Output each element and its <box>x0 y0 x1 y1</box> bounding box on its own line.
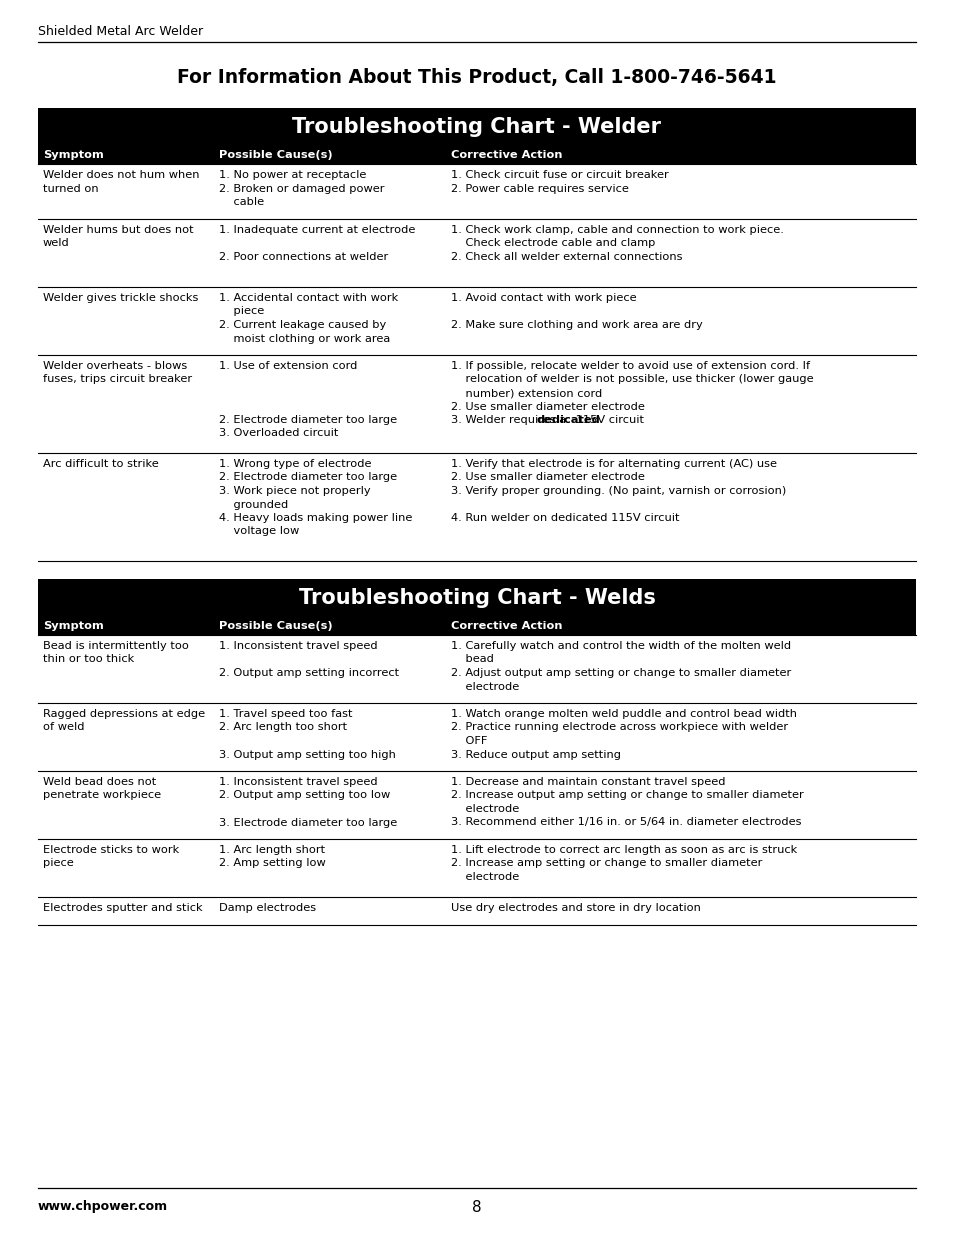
Text: Use dry electrodes and store in dry location: Use dry electrodes and store in dry loca… <box>451 903 700 913</box>
Text: Welder hums but does not: Welder hums but does not <box>43 225 193 235</box>
Text: 2. Adjust output amp setting or change to smaller diameter: 2. Adjust output amp setting or change t… <box>451 668 791 678</box>
Text: electrode: electrode <box>451 682 519 692</box>
Text: Troubleshooting Chart - Welds: Troubleshooting Chart - Welds <box>298 588 655 608</box>
Bar <box>38 144 915 164</box>
Text: dedicated: dedicated <box>536 415 599 425</box>
Text: Shielded Metal Arc Welder: Shielded Metal Arc Welder <box>38 25 203 38</box>
Text: 2. Increase output amp setting or change to smaller diameter: 2. Increase output amp setting or change… <box>451 790 803 800</box>
Text: 3. Verify proper grounding. (No paint, varnish or corrosion): 3. Verify proper grounding. (No paint, v… <box>451 487 785 496</box>
Text: Ragged depressions at edge: Ragged depressions at edge <box>43 709 205 719</box>
Text: For Information About This Product, Call 1-800-746-5641: For Information About This Product, Call… <box>177 68 776 86</box>
Bar <box>38 107 915 144</box>
Text: electrode: electrode <box>451 872 519 882</box>
Text: 2. Output amp setting incorrect: 2. Output amp setting incorrect <box>218 668 398 678</box>
Text: Check electrode cable and clamp: Check electrode cable and clamp <box>451 238 655 248</box>
Text: penetrate workpiece: penetrate workpiece <box>43 790 161 800</box>
Text: 1. Watch orange molten weld puddle and control bead width: 1. Watch orange molten weld puddle and c… <box>451 709 797 719</box>
Text: 2. Amp setting low: 2. Amp setting low <box>218 858 325 868</box>
Text: cable: cable <box>218 198 263 207</box>
Text: 2. Arc length too short: 2. Arc length too short <box>218 722 346 732</box>
Text: 2. Use smaller diameter electrode: 2. Use smaller diameter electrode <box>451 401 644 411</box>
Text: Welder does not hum when: Welder does not hum when <box>43 170 199 180</box>
Text: 2. Power cable requires service: 2. Power cable requires service <box>451 184 628 194</box>
Text: 2. Poor connections at welder: 2. Poor connections at welder <box>218 252 388 262</box>
Text: moist clothing or work area: moist clothing or work area <box>218 333 390 343</box>
Text: 2. Broken or damaged power: 2. Broken or damaged power <box>218 184 384 194</box>
Text: Welder overheats - blows: Welder overheats - blows <box>43 361 187 370</box>
Text: electrode: electrode <box>451 804 519 814</box>
Text: 1. Inadequate current at electrode: 1. Inadequate current at electrode <box>218 225 415 235</box>
Text: Weld bead does not: Weld bead does not <box>43 777 156 787</box>
Text: 1. Inconsistent travel speed: 1. Inconsistent travel speed <box>218 777 376 787</box>
Text: Electrodes sputter and stick: Electrodes sputter and stick <box>43 903 202 913</box>
Text: 1. Check work clamp, cable and connection to work piece.: 1. Check work clamp, cable and connectio… <box>451 225 783 235</box>
Bar <box>38 579 915 615</box>
Text: 2. Increase amp setting or change to smaller diameter: 2. Increase amp setting or change to sma… <box>451 858 761 868</box>
Text: 1. Arc length short: 1. Arc length short <box>218 845 324 855</box>
Text: 2. Use smaller diameter electrode: 2. Use smaller diameter electrode <box>451 473 644 483</box>
Text: 1. Avoid contact with work piece: 1. Avoid contact with work piece <box>451 293 637 303</box>
Text: Electrode sticks to work: Electrode sticks to work <box>43 845 179 855</box>
Text: 2. Output amp setting too low: 2. Output amp setting too low <box>218 790 390 800</box>
Text: turned on: turned on <box>43 184 98 194</box>
Text: 3. Reduce output amp setting: 3. Reduce output amp setting <box>451 750 620 760</box>
Text: 1. Inconsistent travel speed: 1. Inconsistent travel speed <box>218 641 376 651</box>
Text: Possible Cause(s): Possible Cause(s) <box>218 149 332 161</box>
Text: Symptom: Symptom <box>43 149 104 161</box>
Text: Corrective Action: Corrective Action <box>451 621 562 631</box>
Text: 115V circuit: 115V circuit <box>572 415 644 425</box>
Text: www.chpower.com: www.chpower.com <box>38 1200 168 1213</box>
Text: Possible Cause(s): Possible Cause(s) <box>218 621 332 631</box>
Text: 1. Lift electrode to correct arc length as soon as arc is struck: 1. Lift electrode to correct arc length … <box>451 845 797 855</box>
Text: 3. Welder requires a: 3. Welder requires a <box>451 415 570 425</box>
Bar <box>38 615 915 635</box>
Text: 1. Accidental contact with work: 1. Accidental contact with work <box>218 293 397 303</box>
Text: 1. No power at receptacle: 1. No power at receptacle <box>218 170 366 180</box>
Text: 2. Make sure clothing and work area are dry: 2. Make sure clothing and work area are … <box>451 320 702 330</box>
Text: 3. Output amp setting too high: 3. Output amp setting too high <box>218 750 395 760</box>
Text: 4. Run welder on dedicated 115V circuit: 4. Run welder on dedicated 115V circuit <box>451 513 679 522</box>
Text: 1. Verify that electrode is for alternating current (AC) use: 1. Verify that electrode is for alternat… <box>451 459 777 469</box>
Text: 1. If possible, relocate welder to avoid use of extension cord. If: 1. If possible, relocate welder to avoid… <box>451 361 809 370</box>
Text: weld: weld <box>43 238 70 248</box>
Text: 1. Decrease and maintain constant travel speed: 1. Decrease and maintain constant travel… <box>451 777 725 787</box>
Text: OFF: OFF <box>451 736 487 746</box>
Text: piece: piece <box>218 306 264 316</box>
Text: 1. Wrong type of electrode: 1. Wrong type of electrode <box>218 459 371 469</box>
Text: 1. Use of extension cord: 1. Use of extension cord <box>218 361 356 370</box>
Text: Corrective Action: Corrective Action <box>451 149 562 161</box>
Text: number) extension cord: number) extension cord <box>451 388 602 398</box>
Text: fuses, trips circuit breaker: fuses, trips circuit breaker <box>43 374 192 384</box>
Text: 3. Recommend either 1/16 in. or 5/64 in. diameter electrodes: 3. Recommend either 1/16 in. or 5/64 in.… <box>451 818 801 827</box>
Text: 8: 8 <box>472 1200 481 1215</box>
Text: 1. Check circuit fuse or circuit breaker: 1. Check circuit fuse or circuit breaker <box>451 170 668 180</box>
Text: 1. Carefully watch and control the width of the molten weld: 1. Carefully watch and control the width… <box>451 641 791 651</box>
Text: Troubleshooting Chart - Welder: Troubleshooting Chart - Welder <box>293 117 660 137</box>
Text: bead: bead <box>451 655 494 664</box>
Text: 2. Practice running electrode across workpiece with welder: 2. Practice running electrode across wor… <box>451 722 787 732</box>
Text: relocation of welder is not possible, use thicker (lower gauge: relocation of welder is not possible, us… <box>451 374 813 384</box>
Text: 3. Work piece not properly: 3. Work piece not properly <box>218 487 370 496</box>
Text: 2. Check all welder external connections: 2. Check all welder external connections <box>451 252 682 262</box>
Text: Arc difficult to strike: Arc difficult to strike <box>43 459 158 469</box>
Text: thin or too thick: thin or too thick <box>43 655 134 664</box>
Text: 2. Current leakage caused by: 2. Current leakage caused by <box>218 320 385 330</box>
Text: Bead is intermittently too: Bead is intermittently too <box>43 641 189 651</box>
Text: 1. Travel speed too fast: 1. Travel speed too fast <box>218 709 352 719</box>
Text: voltage low: voltage low <box>218 526 298 536</box>
Text: Symptom: Symptom <box>43 621 104 631</box>
Text: 3. Electrode diameter too large: 3. Electrode diameter too large <box>218 818 396 827</box>
Text: 2. Electrode diameter too large: 2. Electrode diameter too large <box>218 473 396 483</box>
Text: piece: piece <box>43 858 73 868</box>
Text: of weld: of weld <box>43 722 85 732</box>
Text: grounded: grounded <box>218 499 288 510</box>
Text: Welder gives trickle shocks: Welder gives trickle shocks <box>43 293 198 303</box>
Text: 3. Overloaded circuit: 3. Overloaded circuit <box>218 429 337 438</box>
Text: Damp electrodes: Damp electrodes <box>218 903 315 913</box>
Text: 4. Heavy loads making power line: 4. Heavy loads making power line <box>218 513 412 522</box>
Text: 2. Electrode diameter too large: 2. Electrode diameter too large <box>218 415 396 425</box>
